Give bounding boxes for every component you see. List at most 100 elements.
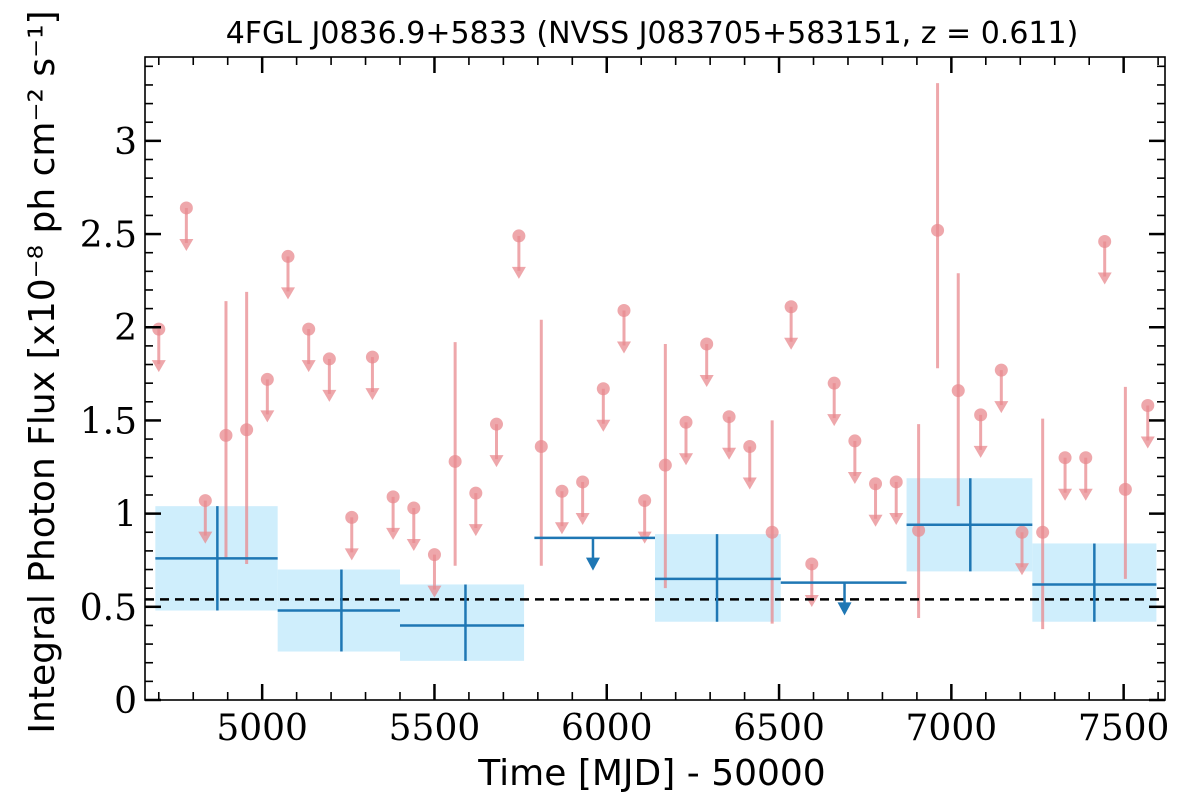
short-bin-upper-limit (386, 490, 401, 540)
upper-limit-arrowhead (179, 238, 194, 251)
short-bin-upper-limit (1058, 451, 1073, 501)
short-bin-upper-limit (1140, 399, 1155, 449)
upper-limit-marker (784, 300, 798, 314)
upper-limit-arrowhead (1014, 563, 1029, 576)
short-bin-upper-limit (1078, 451, 1093, 501)
upper-limit-arrowhead (1058, 488, 1073, 501)
upper-limit-arrowhead (322, 389, 337, 402)
plot-area: 5000 5500 6000 6500 7000 7500 0 0.5 1 1.5 2 2.5 3 (80, 56, 1170, 749)
upper-limit-arrowhead (868, 514, 883, 527)
upper-limit-arrowhead (889, 512, 904, 525)
upper-limit-arrowhead (427, 585, 442, 598)
upper-limit-arrowhead (386, 527, 401, 540)
upper-limit-marker (994, 363, 1008, 377)
detection-marker (931, 223, 945, 237)
long-bin-detection (1032, 543, 1157, 622)
upper-limit-arrowhead (468, 524, 483, 537)
upper-limit-arrowhead (804, 594, 819, 607)
upper-limit-arrowhead (596, 419, 611, 432)
upper-limit-marker (805, 557, 819, 571)
upper-limit-arrowhead (973, 445, 988, 458)
upper-limit-arrowhead (742, 477, 757, 490)
long-limit-arrowhead (837, 602, 852, 616)
short-bin-upper-limit (179, 201, 194, 251)
short-bin-upper-limit (847, 434, 862, 484)
short-bin-detection (765, 420, 779, 624)
detection-marker (658, 458, 672, 472)
upper-limit-marker (198, 494, 212, 508)
short-bin-upper-limit (554, 484, 569, 535)
x-axis: 5000 5500 6000 6500 7000 7500 (157, 57, 1170, 749)
short-bin-upper-limit (260, 372, 275, 423)
upper-limit-arrowhead (699, 375, 714, 388)
upper-limit-marker (469, 486, 483, 500)
upper-limit-marker (1015, 525, 1029, 539)
upper-limit-arrowhead (847, 471, 862, 484)
upper-limit-marker (638, 494, 652, 508)
y-tick-label: 2.5 (80, 215, 137, 256)
long-bin-band (400, 584, 525, 661)
detection-marker (240, 423, 254, 437)
upper-limit-marker (596, 382, 610, 396)
upper-limit-marker (1098, 235, 1112, 249)
upper-limit-arrowhead (301, 360, 316, 373)
upper-limit-marker (386, 490, 400, 504)
upper-limit-arrowhead (511, 266, 526, 279)
detection-marker (951, 384, 965, 398)
upper-limit-marker (889, 475, 903, 489)
x-tick-label: 7500 (1078, 708, 1170, 749)
upper-limit-marker (576, 475, 590, 489)
upper-limit-arrowhead (1078, 488, 1093, 501)
short-bin-detection (1118, 386, 1132, 579)
y-tick-label: 2 (114, 308, 137, 349)
short-bin-detection (534, 319, 548, 566)
y-tick-label: 0.5 (80, 588, 137, 629)
short-bin-upper-limit (198, 494, 213, 544)
x-tick-label: 6500 (733, 708, 825, 749)
short-bin-detection (219, 301, 233, 559)
short-bin-upper-limit (365, 350, 380, 401)
short-bin-upper-limit (868, 477, 883, 527)
short-bin-detection (1036, 418, 1050, 630)
x-tick-label: 7000 (906, 708, 998, 749)
upper-limit-marker (555, 484, 569, 498)
short-bin-detection (951, 273, 965, 507)
upper-limit-arrowhead (722, 447, 737, 460)
upper-limit-marker (743, 440, 757, 454)
upper-limit-marker (512, 229, 526, 243)
long-bin-detection (906, 478, 1033, 572)
upper-limit-marker (365, 350, 379, 364)
upper-limit-arrowhead (406, 539, 421, 552)
x-tick-label: 6000 (561, 708, 653, 749)
upper-limit-marker (869, 477, 883, 491)
detection-marker (534, 440, 548, 454)
detection-marker (448, 454, 462, 468)
upper-limit-marker (281, 249, 295, 263)
short-bin-upper-limit (994, 363, 1009, 414)
upper-limit-arrowhead (994, 401, 1009, 414)
upper-limit-arrowhead (1140, 436, 1155, 449)
upper-limit-marker (722, 410, 736, 424)
short-bin-upper-limit (1097, 235, 1112, 285)
long-bin-upper-limit (780, 581, 907, 616)
short-bin-upper-limit (827, 376, 842, 427)
short-bin-upper-limit (511, 229, 526, 279)
short-bin-upper-limit (973, 408, 988, 458)
upper-limit-arrowhead (260, 410, 275, 423)
upper-limit-arrowhead (151, 360, 166, 373)
y-tick-label: 1.5 (80, 401, 137, 442)
long-bin-detection (400, 584, 525, 661)
short-bin-upper-limit (889, 475, 904, 525)
chart-title: 4FGL J0836.9+5833 (NVSS J083705+583151, … (226, 16, 1079, 51)
detection-marker (765, 525, 779, 539)
upper-limit-marker (1058, 451, 1072, 465)
upper-limit-marker (700, 337, 714, 351)
short-bin-detection (448, 342, 462, 566)
upper-limit-marker (302, 322, 316, 336)
short-bin-upper-limit (784, 300, 799, 350)
x-tick-label: 5000 (216, 708, 308, 749)
y-tick-label: 3 (114, 122, 137, 163)
upper-limit-arrowhead (784, 337, 799, 350)
upper-limit-marker (179, 201, 193, 215)
long-limit-arrowhead (585, 557, 600, 571)
